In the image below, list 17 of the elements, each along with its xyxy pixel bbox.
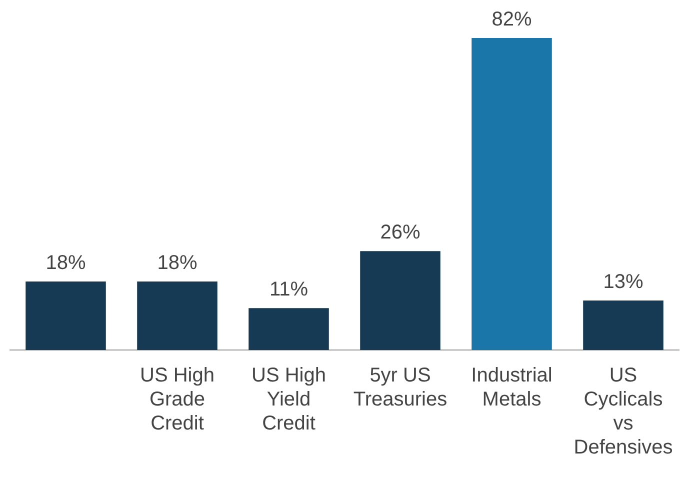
- bar: [472, 38, 552, 350]
- data-label: 11%: [269, 278, 308, 301]
- bar: [248, 308, 329, 350]
- data-label: 13%: [603, 271, 644, 294]
- x-tick-label: US High Grade Credit: [140, 364, 214, 435]
- x-tick-label: Industrial Metals: [471, 364, 552, 411]
- x-tick-label: 5yr US Treasuries: [353, 364, 448, 411]
- bar: [360, 251, 440, 350]
- x-tick-label: US Cyclicals vs Defensives: [574, 364, 673, 459]
- bar: [583, 300, 664, 350]
- bar: [137, 282, 218, 350]
- data-label: 82%: [492, 8, 532, 31]
- bar: [26, 282, 106, 350]
- x-tick-label: US High Yield Credit: [252, 364, 326, 435]
- data-label: 18%: [46, 252, 86, 274]
- data-label: 26%: [380, 222, 420, 244]
- data-label: 18%: [157, 252, 198, 274]
